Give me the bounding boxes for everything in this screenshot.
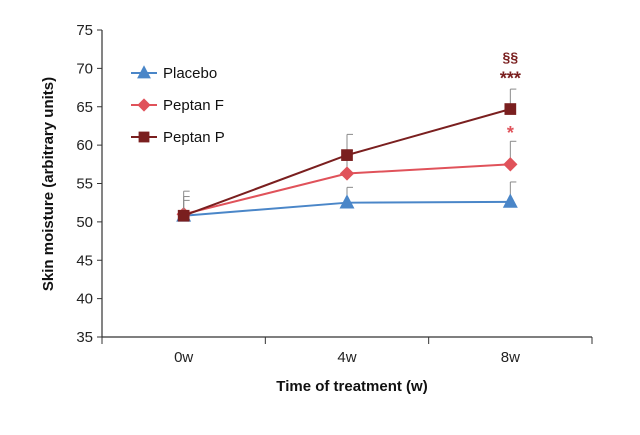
y-tick-label: 65 (76, 99, 93, 116)
annotation-star: * (507, 123, 514, 143)
x-axis-title: Time of treatment (w) (276, 378, 427, 395)
y-tick-label: 50 (76, 214, 93, 231)
legend-marker-peptan-p (138, 131, 150, 143)
legend-marker-peptan-f (137, 98, 151, 112)
peptan-p-point (341, 149, 353, 161)
annotation-stars: *** (500, 68, 521, 88)
peptan-p-point (504, 103, 517, 115)
x-tick-label: 4w (337, 349, 356, 366)
peptan-p-point (177, 209, 190, 222)
x-tick-label: 0w (174, 349, 193, 366)
y-tick-label: 70 (76, 60, 93, 77)
annotation-section: §§ (503, 49, 519, 65)
y-tick-label: 55 (76, 176, 93, 193)
legend-marker-placebo (137, 65, 151, 79)
y-tick-label: 75 (76, 22, 93, 39)
placebo-point (339, 194, 355, 209)
y-tick-label: 35 (76, 329, 93, 346)
y-tick-label: 60 (76, 137, 93, 154)
y-tick-label: 45 (76, 252, 93, 269)
legend-label-placebo: Placebo (163, 65, 217, 82)
peptan-f-point (339, 166, 355, 181)
peptan-f-point (503, 157, 518, 172)
y-axis-title: Skin moisture (arbitrary units) (40, 77, 57, 291)
legend-label-peptan-p: Peptan P (163, 129, 225, 146)
y-tick-label: 40 (76, 291, 93, 308)
placebo-point (502, 193, 518, 208)
legend-label-peptan-f: Peptan F (163, 97, 224, 114)
x-tick-label: 8w (501, 349, 520, 366)
